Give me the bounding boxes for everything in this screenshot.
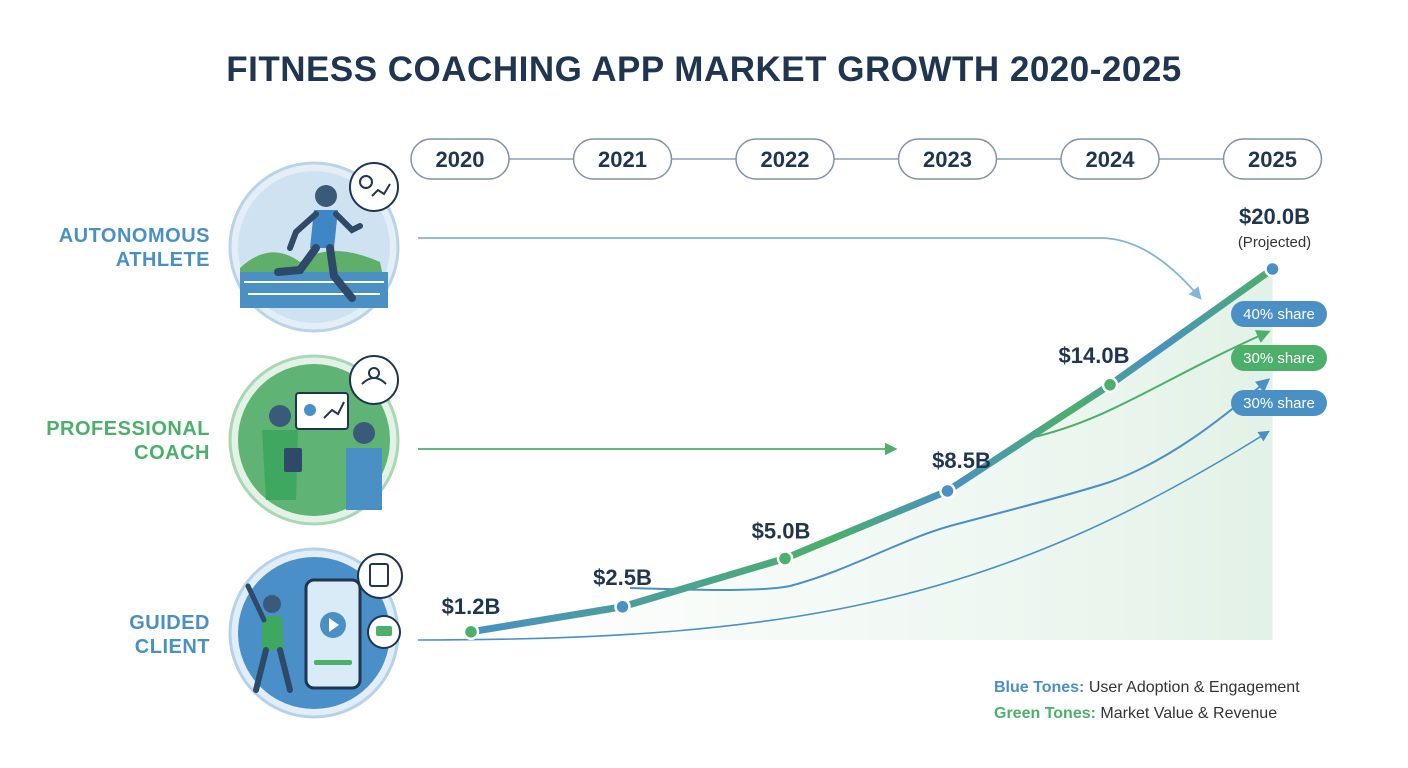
year-label: 2020 xyxy=(436,147,485,172)
share-label: 30% share xyxy=(1243,350,1315,367)
year-pill xyxy=(572,138,673,180)
share-badges: 40% share 30% share 30% share xyxy=(1231,301,1327,416)
segment-line2: CLIENT xyxy=(134,636,210,658)
segment-line1: PROFESSIONAL xyxy=(46,418,210,440)
blue-share-line xyxy=(629,378,1271,591)
year-label: 2021 xyxy=(598,147,647,172)
value-label: $5.0B xyxy=(752,519,811,544)
market-value-series xyxy=(462,260,1281,641)
legend-blue: Blue Tones: User Adoption & Engagement xyxy=(994,679,1300,697)
year-timeline: 2020 2021 2022 2023 2024 2025 xyxy=(410,138,1323,180)
data-point xyxy=(939,482,956,500)
growth-area xyxy=(471,269,1273,640)
share-badge xyxy=(1231,345,1327,371)
segment-label-athlete: AUTONOMOUS ATHLETE xyxy=(20,224,210,272)
legend-green: Green Tones: Market Value & Revenue xyxy=(994,705,1277,723)
value-label: $14.0B xyxy=(1059,343,1130,368)
data-point xyxy=(1101,376,1119,394)
segment-line2: ATHLETE xyxy=(115,249,210,271)
year-pill xyxy=(410,138,510,180)
legend-green-text: Market Value & Revenue xyxy=(1100,705,1278,722)
value-label: $8.5B xyxy=(932,448,991,473)
data-point xyxy=(776,550,794,567)
data-point xyxy=(462,623,480,641)
year-pill xyxy=(735,138,835,180)
data-point xyxy=(614,598,631,615)
value-label: $20.0B xyxy=(1239,204,1310,229)
year-label: 2023 xyxy=(923,147,972,172)
year-label: 2025 xyxy=(1248,147,1297,172)
data-point xyxy=(1264,260,1281,278)
phone-workout-icon xyxy=(228,547,403,719)
segment-line2: COACH xyxy=(134,442,210,464)
share-badge xyxy=(1231,301,1327,327)
legend-green-key: Green Tones: xyxy=(994,705,1096,722)
market-value-line xyxy=(467,265,1276,636)
coach-icon xyxy=(228,354,400,526)
share-label: 40% share xyxy=(1243,306,1315,323)
year-label: 2024 xyxy=(1086,147,1136,172)
client-flow-line xyxy=(417,430,1270,641)
growth-area-fill xyxy=(471,269,1273,640)
segment-line1: GUIDED xyxy=(129,612,210,634)
segment-label-coach: PROFESSIONAL COACH xyxy=(20,417,210,465)
page-title: FITNESS COACHING APP MARKET GROWTH 2020-… xyxy=(226,50,1182,89)
segment-line1: AUTONOMOUS xyxy=(58,225,210,247)
year-pill xyxy=(1222,138,1323,180)
legend-blue-key: Blue Tones: xyxy=(994,679,1085,696)
value-label: $1.2B xyxy=(442,594,501,619)
year-pill xyxy=(1060,138,1160,180)
athlete-flow-line xyxy=(418,237,1202,300)
year-pill xyxy=(897,138,998,180)
value-labels: $1.2B $2.5B $5.0B $8.5B $14.0B $20.0B (Project… xyxy=(442,204,1312,619)
value-label: $2.5B xyxy=(593,565,652,590)
share-badge xyxy=(1231,390,1327,416)
year-label: 2022 xyxy=(761,147,810,172)
segment-label-client: GUIDED CLIENT xyxy=(20,611,210,659)
green-share-line xyxy=(1029,330,1271,439)
projected-note: (Projected) xyxy=(1238,234,1311,251)
legend-blue-text: User Adoption & Engagement xyxy=(1088,679,1300,696)
segment-flow-lines xyxy=(417,237,1271,641)
runner-icon xyxy=(228,161,400,333)
share-label: 30% share xyxy=(1243,395,1315,412)
